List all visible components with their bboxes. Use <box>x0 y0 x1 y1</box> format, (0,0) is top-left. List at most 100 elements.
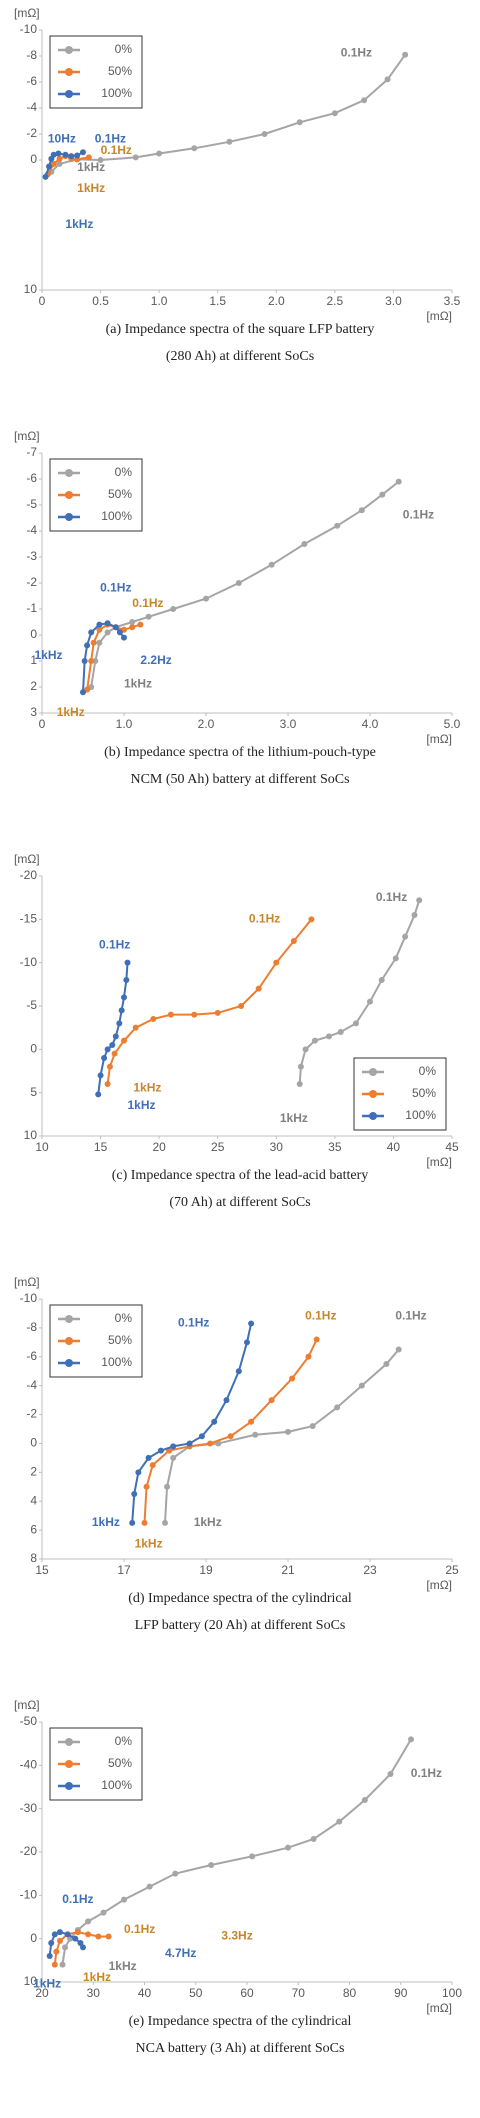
data-point <box>145 613 152 620</box>
legend-label: 100% <box>405 1108 436 1122</box>
data-point <box>395 478 402 485</box>
y-tick-label: 10 <box>24 1128 38 1142</box>
x-tick-label: 70 <box>292 1986 306 2000</box>
data-point <box>121 994 127 1001</box>
data-point <box>104 629 111 636</box>
x-tick-label: 3.5 <box>444 294 461 308</box>
data-point <box>80 149 86 156</box>
annotation: 1kHz <box>128 1098 156 1112</box>
data-point <box>198 1433 205 1440</box>
data-point <box>121 634 127 641</box>
x-tick-label: 20 <box>35 1986 49 2000</box>
data-point <box>104 1046 111 1053</box>
annotation: 0.1Hz <box>62 1892 93 1906</box>
data-point <box>51 1931 58 1938</box>
data-point <box>129 619 136 625</box>
data-point <box>308 916 315 923</box>
caption: (280 Ah) at different SoCs <box>166 349 314 364</box>
y-tick-label: 1 <box>30 653 37 667</box>
y-tick-label: -30 <box>20 1801 38 1815</box>
y-tick-label: 0 <box>30 1042 37 1056</box>
data-point <box>50 151 57 158</box>
x-tick-label: 2.0 <box>198 717 215 731</box>
annotation: 0.1Hz <box>249 912 280 926</box>
data-point <box>129 1519 136 1526</box>
y-tick-label: -2 <box>26 126 37 140</box>
annotation: 1kHz <box>57 705 85 719</box>
legend-marker <box>65 1760 73 1768</box>
legend-marker <box>369 1090 377 1098</box>
annotation: 1kHz <box>34 648 62 662</box>
data-point <box>106 1063 113 1070</box>
annotation: 0.1Hz <box>411 1766 442 1780</box>
data-point <box>59 1961 66 1968</box>
y-tick-label: -1 <box>26 601 37 615</box>
data-point <box>101 1055 108 1061</box>
data-point <box>331 110 338 117</box>
annotation: 1kHz <box>280 1111 308 1125</box>
annotation: 0.1Hz <box>178 1316 209 1330</box>
annotation: 1kHz <box>77 181 105 195</box>
x-tick-label: 20 <box>152 1140 166 1154</box>
annotation: 1kHz <box>77 160 105 174</box>
y-tick-label: -8 <box>26 1320 37 1334</box>
data-point <box>203 595 209 602</box>
caption: (d) Impedance spectra of the cylindrical <box>128 1591 352 1606</box>
annotation: 10Hz <box>48 131 76 145</box>
data-point <box>46 163 53 170</box>
annotation: 1kHz <box>65 217 93 231</box>
legend-label: 0% <box>115 1734 133 1748</box>
data-point <box>56 1937 63 1944</box>
y-tick-label: 3 <box>30 705 37 719</box>
data-point <box>97 1072 104 1079</box>
series-line <box>164 1348 400 1523</box>
x-tick-label: 10 <box>35 1140 49 1154</box>
x-tick-label: 2.0 <box>268 294 285 308</box>
data-point <box>311 1037 318 1044</box>
legend-marker <box>369 1068 377 1076</box>
legend-label: 0% <box>115 1311 133 1325</box>
data-point <box>290 938 297 944</box>
legend-label: 50% <box>108 1333 132 1347</box>
x-tick-label: 25 <box>211 1140 225 1154</box>
data-point <box>186 1440 193 1447</box>
y-tick-label: 0 <box>30 1931 37 1945</box>
y-tick-label: -4 <box>26 1378 37 1392</box>
legend-label: 100% <box>101 86 132 100</box>
data-point <box>96 639 103 646</box>
caption: NCM (50 Ah) battery at different SoCs <box>130 772 349 787</box>
data-point <box>132 154 139 161</box>
data-point <box>116 1020 123 1027</box>
data-point <box>105 1933 112 1940</box>
data-point <box>96 621 103 628</box>
annotation: 4.7Hz <box>165 1946 196 1960</box>
data-point <box>379 491 386 498</box>
y-tick-label: 2 <box>30 679 37 693</box>
data-point <box>143 1483 150 1490</box>
data-point <box>81 658 88 664</box>
data-point <box>211 1418 218 1425</box>
data-point <box>150 1016 157 1022</box>
data-point <box>56 155 63 162</box>
y-tick-label: -10 <box>20 955 38 969</box>
data-point <box>55 150 62 157</box>
data-point <box>227 1433 234 1440</box>
x-axis-label: [mΩ] <box>426 1155 452 1169</box>
annotation: 0.1Hz <box>403 508 434 522</box>
y-tick-label: -10 <box>20 22 38 36</box>
legend-marker <box>65 1315 73 1323</box>
x-tick-label: 50 <box>189 1986 203 2000</box>
data-point <box>118 1007 125 1014</box>
annotation: 0.1Hz <box>305 1309 336 1323</box>
y-tick-label: -10 <box>20 1291 38 1305</box>
data-point <box>207 1440 214 1447</box>
legend-label: 50% <box>108 487 132 501</box>
x-axis-label: [mΩ] <box>426 309 452 323</box>
data-point <box>384 76 391 83</box>
caption: NCA battery (3 Ah) at different SoCs <box>136 2041 345 2056</box>
data-point <box>124 959 131 966</box>
y-tick-label: -4 <box>26 100 37 114</box>
x-tick-label: 15 <box>35 1563 49 1577</box>
data-point <box>56 160 63 167</box>
data-point <box>392 955 399 962</box>
